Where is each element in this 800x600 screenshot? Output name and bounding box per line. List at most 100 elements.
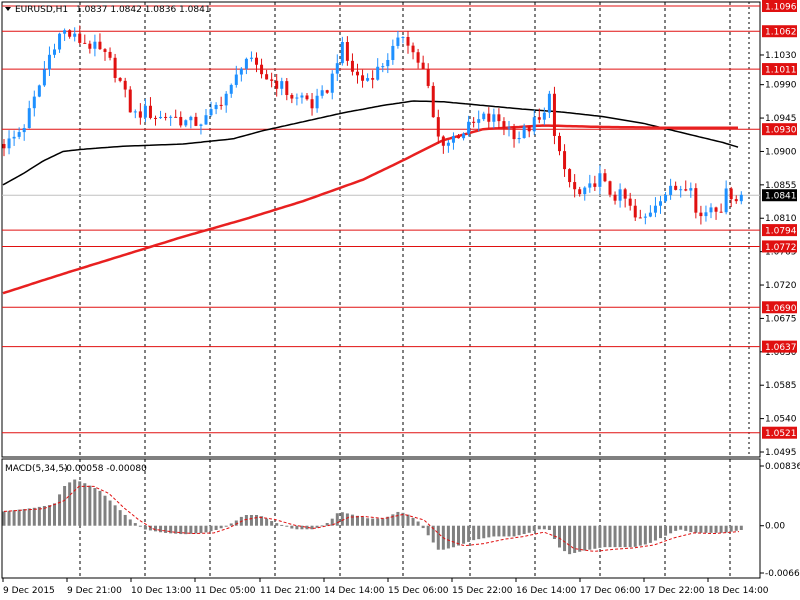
candle-body bbox=[457, 136, 460, 139]
candle-body bbox=[734, 199, 738, 202]
candle-body bbox=[492, 114, 496, 122]
candle-body bbox=[138, 111, 142, 118]
candle-body bbox=[669, 185, 673, 195]
candle-body bbox=[411, 45, 415, 53]
candle-body bbox=[53, 49, 56, 55]
candle-body bbox=[401, 36, 405, 38]
candle-body bbox=[143, 105, 147, 118]
candle-body bbox=[406, 36, 410, 46]
macd-bar bbox=[426, 525, 430, 536]
macd-bar bbox=[679, 525, 683, 530]
level-badge-label: 1.1096 bbox=[765, 3, 797, 13]
macd-bar bbox=[260, 516, 264, 526]
macd-bar bbox=[37, 506, 41, 526]
candle-body bbox=[648, 212, 652, 217]
macd-bar bbox=[684, 525, 688, 531]
candle-body bbox=[189, 116, 193, 121]
candle-body bbox=[583, 187, 587, 195]
price-tick-label: 1.0585 bbox=[765, 381, 797, 391]
macd-bar bbox=[633, 525, 637, 547]
candle-body bbox=[729, 188, 733, 200]
macd-bar bbox=[280, 524, 284, 526]
macd-bar bbox=[12, 510, 16, 526]
candle-body bbox=[467, 121, 471, 134]
macd-bar bbox=[613, 525, 617, 548]
candle-body bbox=[234, 74, 238, 85]
macd-bar bbox=[552, 525, 556, 540]
candle-body bbox=[209, 109, 213, 116]
level-badge-label: 1.0930 bbox=[765, 126, 797, 136]
candle-body bbox=[653, 205, 657, 213]
macd-bar bbox=[164, 525, 168, 533]
candle-body bbox=[603, 173, 607, 182]
level-badge bbox=[762, 340, 797, 353]
candle-body bbox=[502, 121, 506, 128]
time-axis: 9 Dec 2015 9 Dec 21:00 10 Dec 13:00 11 Dec … bbox=[2, 578, 769, 596]
candle-body bbox=[573, 182, 577, 190]
time-tick-label: 9 Dec 21:00 bbox=[67, 586, 122, 596]
candle-body bbox=[446, 142, 450, 146]
candle-body bbox=[593, 183, 597, 187]
level-badge bbox=[762, 123, 797, 136]
candle-body bbox=[512, 127, 516, 140]
macd-bar bbox=[598, 525, 602, 548]
candle-body bbox=[679, 189, 683, 191]
candle-body bbox=[68, 30, 72, 37]
candle-body bbox=[219, 104, 223, 106]
macd-bar bbox=[467, 525, 471, 542]
macd-bar bbox=[88, 485, 92, 526]
macd-bar bbox=[719, 525, 723, 533]
candle-body bbox=[724, 188, 728, 213]
candle-body bbox=[113, 57, 117, 78]
candle-body bbox=[664, 194, 668, 202]
macd-bar bbox=[446, 525, 450, 549]
price-tick-label: 1.0495 bbox=[765, 448, 797, 458]
macd-bar bbox=[643, 525, 647, 545]
macd-bar bbox=[396, 511, 400, 526]
macd-bar bbox=[608, 525, 612, 548]
time-tick-label: 11 Dec 05:00 bbox=[195, 586, 256, 596]
symbol-label: EURUSD,H1 bbox=[15, 5, 68, 15]
macd-bar bbox=[17, 509, 21, 526]
candle-body bbox=[482, 113, 486, 120]
price-tick-label: 1.0765 bbox=[765, 248, 797, 258]
candle-body bbox=[628, 198, 632, 206]
candle-body bbox=[563, 151, 567, 170]
candle-body bbox=[179, 116, 183, 126]
macd-bar bbox=[189, 525, 193, 534]
candle-body bbox=[7, 138, 11, 149]
candle-body bbox=[204, 115, 208, 125]
price-tick-label: 1.1030 bbox=[765, 51, 797, 61]
macd-bar bbox=[623, 525, 627, 548]
macd-bar bbox=[113, 505, 117, 526]
macd-bar bbox=[568, 525, 572, 555]
candle-body bbox=[633, 205, 637, 218]
macd-bar bbox=[527, 525, 531, 533]
macd-bar bbox=[148, 525, 152, 531]
macd-bar bbox=[340, 512, 344, 526]
price-tick-label: 1.0540 bbox=[765, 415, 797, 425]
level-badge-label: 1.1011 bbox=[765, 66, 797, 76]
chevron-down-icon[interactable] bbox=[5, 7, 11, 11]
candlesticks bbox=[2, 25, 743, 225]
macd-bar bbox=[664, 525, 668, 536]
candle-body bbox=[391, 45, 395, 60]
macd-bar bbox=[517, 525, 521, 536]
candle-body bbox=[507, 127, 511, 129]
macd-bar bbox=[108, 500, 112, 526]
macd-bar bbox=[386, 516, 390, 526]
macd-bar bbox=[547, 525, 551, 530]
macd-bar bbox=[93, 488, 97, 526]
macd-bar bbox=[507, 525, 511, 537]
macd-bar bbox=[638, 525, 642, 546]
candle-body bbox=[431, 85, 435, 118]
candle-body bbox=[381, 66, 385, 68]
candle-body bbox=[174, 116, 178, 118]
macd-bar bbox=[588, 525, 592, 550]
candle-body bbox=[17, 132, 21, 137]
macd-bar bbox=[502, 525, 506, 537]
candle-body bbox=[12, 136, 16, 139]
macd-bar bbox=[704, 525, 708, 533]
level-badge-label: 1.0794 bbox=[765, 227, 797, 237]
